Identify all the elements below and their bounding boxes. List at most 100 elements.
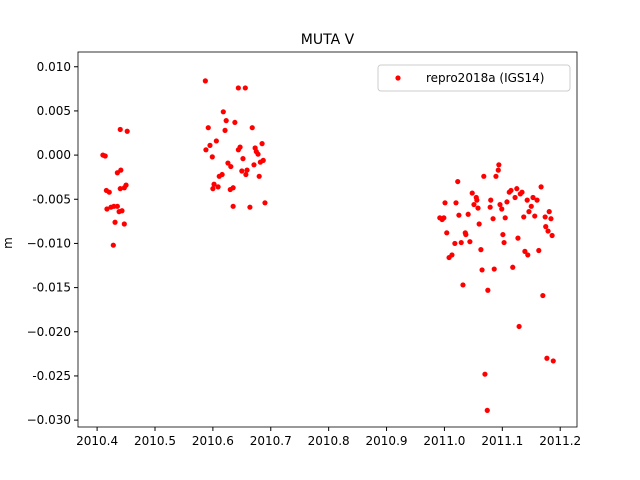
point <box>444 230 450 236</box>
point <box>252 145 258 151</box>
x-tick-label: 2011.0 <box>423 434 465 448</box>
point <box>255 151 261 157</box>
point <box>550 358 556 364</box>
point <box>110 242 116 248</box>
point <box>512 194 518 201</box>
point <box>546 209 552 215</box>
point <box>251 162 257 168</box>
point <box>228 163 234 170</box>
point <box>117 126 123 133</box>
y-tick-label: -0.015 <box>32 281 71 295</box>
point <box>207 142 213 148</box>
point <box>463 231 469 238</box>
point <box>519 189 525 195</box>
y-axis-label: m <box>1 237 15 249</box>
point <box>202 78 208 84</box>
point <box>452 240 458 247</box>
point <box>485 287 491 293</box>
x-tick-label: 2011.1 <box>481 434 523 448</box>
point <box>499 206 505 212</box>
point <box>117 186 123 192</box>
point <box>479 267 485 273</box>
point <box>543 224 549 230</box>
point <box>211 181 217 187</box>
point <box>528 203 534 209</box>
point <box>469 190 475 196</box>
y-tick-label: −0.020 <box>27 325 71 339</box>
point <box>442 200 448 206</box>
point <box>247 204 253 210</box>
point <box>530 194 536 201</box>
point <box>223 118 229 124</box>
point <box>203 147 209 153</box>
point <box>540 292 546 299</box>
point <box>487 204 493 210</box>
point <box>490 216 496 222</box>
point <box>242 85 248 91</box>
point <box>230 185 236 191</box>
y-tick-label: -0.025 <box>32 369 71 383</box>
point <box>500 231 506 238</box>
y-tick-label: 0.000 <box>37 148 71 162</box>
chart-title: MUTA V <box>301 32 355 48</box>
point <box>232 119 238 126</box>
x-tick-label: 2010.9 <box>366 434 408 448</box>
point <box>475 205 481 211</box>
point <box>106 189 112 195</box>
point <box>544 355 550 361</box>
point <box>471 201 477 208</box>
point <box>484 407 490 413</box>
point <box>213 138 219 144</box>
y-tick-label: −0.010 <box>27 236 71 250</box>
point <box>240 156 246 162</box>
point <box>112 219 118 225</box>
point <box>455 178 461 185</box>
point <box>516 323 522 330</box>
point <box>210 186 216 192</box>
point <box>493 173 499 179</box>
x-tick-label: 2011.2 <box>539 434 581 448</box>
point <box>243 171 249 178</box>
point <box>244 167 250 173</box>
point <box>501 239 507 246</box>
point <box>474 197 480 203</box>
point <box>524 197 530 203</box>
x-tick-label: 2010.4 <box>76 434 118 448</box>
point <box>104 206 110 212</box>
point <box>491 266 497 272</box>
point <box>465 211 471 217</box>
point <box>209 154 215 160</box>
point <box>504 199 510 205</box>
point <box>441 215 447 221</box>
x-tick-label: 2010.8 <box>308 434 350 448</box>
x-tick-label: 2010.6 <box>192 434 234 448</box>
point <box>481 173 487 179</box>
point <box>496 162 502 168</box>
point <box>249 125 255 131</box>
point <box>526 209 532 215</box>
point <box>235 85 241 91</box>
point <box>237 144 243 150</box>
plot-frame <box>77 51 578 428</box>
point <box>508 187 514 194</box>
point <box>549 232 555 239</box>
point <box>239 168 245 174</box>
point <box>225 160 231 166</box>
point <box>456 212 462 218</box>
point <box>488 197 494 203</box>
point <box>458 239 464 246</box>
point <box>548 216 554 222</box>
y-tick-label: -0.005 <box>32 192 71 206</box>
point <box>522 248 528 254</box>
point <box>514 186 520 192</box>
y-tick-label: −0.030 <box>27 413 71 427</box>
point <box>260 157 266 163</box>
point <box>525 252 531 258</box>
point <box>114 203 120 209</box>
point <box>215 184 221 190</box>
point <box>476 221 482 227</box>
legend-marker <box>395 75 401 81</box>
y-tick-label: 0.010 <box>37 60 71 74</box>
x-tick-label: 2010.5 <box>134 434 176 448</box>
